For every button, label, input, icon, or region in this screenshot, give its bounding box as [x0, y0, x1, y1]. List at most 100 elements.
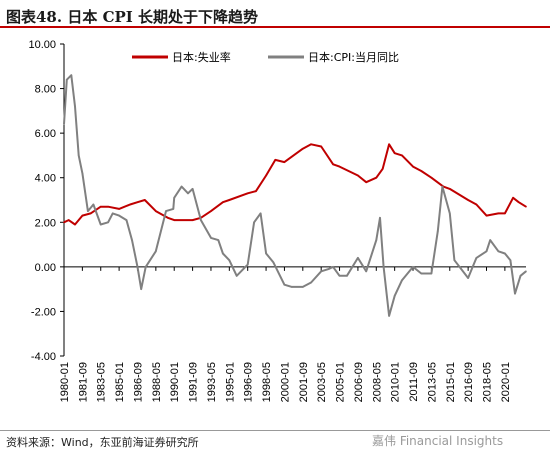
x-tick-label: 1998-05 [261, 362, 273, 402]
unemployment-line [63, 143, 527, 226]
data-point [525, 205, 527, 208]
data-point [99, 223, 102, 226]
data-point [437, 230, 439, 232]
data-point [485, 250, 488, 253]
x-tick-label: 2020-01 [500, 362, 512, 402]
data-point [320, 145, 322, 148]
data-point [63, 221, 65, 224]
data-point [65, 78, 68, 81]
data-point [217, 239, 220, 241]
y-tick-label: 4.00 [35, 173, 56, 185]
data-point [441, 185, 444, 188]
x-tick-label: 2005-01 [335, 362, 347, 402]
data-point [165, 210, 167, 212]
data-point [172, 208, 175, 210]
data-point [136, 201, 139, 204]
data-point [144, 266, 147, 268]
x-tick-label: 2010-01 [390, 362, 402, 402]
data-point [512, 196, 514, 199]
y-tick-label: 6.00 [35, 128, 56, 140]
data-point [448, 212, 451, 215]
data-point [191, 188, 194, 190]
data-point [467, 277, 469, 279]
data-point [81, 214, 84, 217]
line-chart: 10.00 8.00 6.00 4.00 2.00 0.00 -2.00 -4.001980-… [28, 39, 527, 402]
data-point [246, 192, 249, 195]
data-point [497, 212, 500, 215]
data-point [118, 214, 120, 217]
data-point [200, 219, 202, 221]
data-point [272, 261, 275, 264]
data-point [118, 208, 120, 210]
data-point [467, 199, 469, 201]
y-tick-label: 0.00 [35, 262, 56, 274]
data-point [365, 181, 367, 183]
data-point [265, 252, 267, 255]
data-point [401, 154, 403, 157]
legend-label: 日本:失业率 [172, 50, 231, 64]
x-tick-label: 1981-09 [77, 362, 89, 402]
y-tick-label: 8.00 [35, 84, 56, 96]
data-point [430, 272, 433, 275]
x-tick-label: 2008-05 [371, 362, 383, 402]
data-point [475, 203, 478, 206]
data-point [210, 237, 212, 239]
x-tick-label: 2001-09 [298, 362, 310, 402]
data-point [191, 219, 194, 221]
data-point [283, 161, 286, 163]
data-point [81, 172, 84, 175]
data-point [302, 286, 304, 288]
data-point [489, 239, 491, 241]
data-point [485, 214, 488, 217]
data-point [173, 196, 176, 199]
data-point [338, 274, 341, 277]
data-point [401, 279, 403, 282]
data-point [381, 168, 384, 170]
x-tick-label: 2006-09 [353, 362, 365, 402]
x-tick-label: 2013-05 [426, 362, 438, 402]
data-point [265, 174, 267, 177]
data-point [253, 221, 255, 224]
data-point [222, 201, 224, 204]
data-point [246, 263, 249, 266]
data-point [89, 212, 92, 215]
data-point [302, 147, 304, 150]
data-point [475, 257, 478, 259]
data-point [166, 217, 169, 219]
data-point [453, 259, 456, 261]
data-point [357, 257, 359, 259]
x-tick-label: 1980-01 [59, 362, 71, 402]
data-point [290, 286, 293, 288]
data-point [382, 266, 385, 268]
data-point [107, 221, 109, 224]
data-point [346, 274, 348, 277]
x-tick-label: 1985-01 [114, 362, 126, 402]
figure-title: 日本 CPI 长期处于下降趋势 [67, 8, 259, 26]
data-point [274, 159, 277, 161]
data-point [144, 199, 146, 201]
data-point [375, 239, 378, 241]
data-point [420, 272, 423, 275]
data-point [514, 292, 516, 295]
data-point [210, 210, 212, 212]
data-point [448, 188, 451, 190]
data-point [129, 203, 131, 206]
data-point [255, 190, 257, 192]
y-tick-label: 2.00 [35, 217, 56, 229]
y-tick-label: -4.00 [31, 351, 56, 363]
cpi-line [63, 74, 527, 317]
data-point [393, 295, 396, 297]
data-point [77, 154, 80, 157]
x-tick-label: 1996-09 [243, 362, 255, 402]
x-tick-label: 1986-09 [132, 362, 144, 402]
data-point [375, 176, 378, 179]
data-point [365, 270, 367, 273]
data-point [412, 165, 414, 168]
data-point [525, 270, 527, 273]
data-point [519, 274, 522, 277]
x-tick-label: 2000-01 [279, 362, 291, 402]
data-point [412, 266, 414, 268]
x-tick-label: 2011-09 [408, 362, 420, 402]
data-point [310, 143, 312, 146]
data-point [393, 152, 396, 154]
